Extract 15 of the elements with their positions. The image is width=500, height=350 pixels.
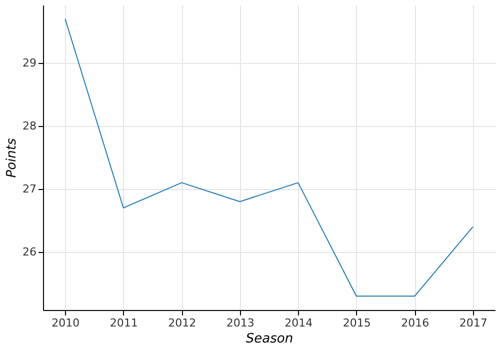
y-tick-label: 27: [22, 182, 36, 196]
x-tick-label: 2015: [342, 316, 371, 330]
x-tick-label: 2014: [284, 316, 313, 330]
x-tick-label: 2012: [168, 316, 196, 330]
y-axis-title: Points: [4, 138, 20, 178]
x-axis-title: Season: [246, 332, 294, 346]
y-tick-label: 29: [22, 56, 36, 70]
x-tick-label: 2013: [226, 316, 254, 330]
x-tick-label: 2017: [459, 316, 488, 330]
x-tick-label: 2016: [401, 316, 430, 330]
y-tick-label: 28: [22, 119, 36, 132]
y-tick-label: 26: [22, 246, 36, 259]
x-tick-label: 2011: [110, 316, 138, 330]
line-series: [64, 18, 474, 297]
x-tick-label: 2010: [52, 316, 80, 330]
